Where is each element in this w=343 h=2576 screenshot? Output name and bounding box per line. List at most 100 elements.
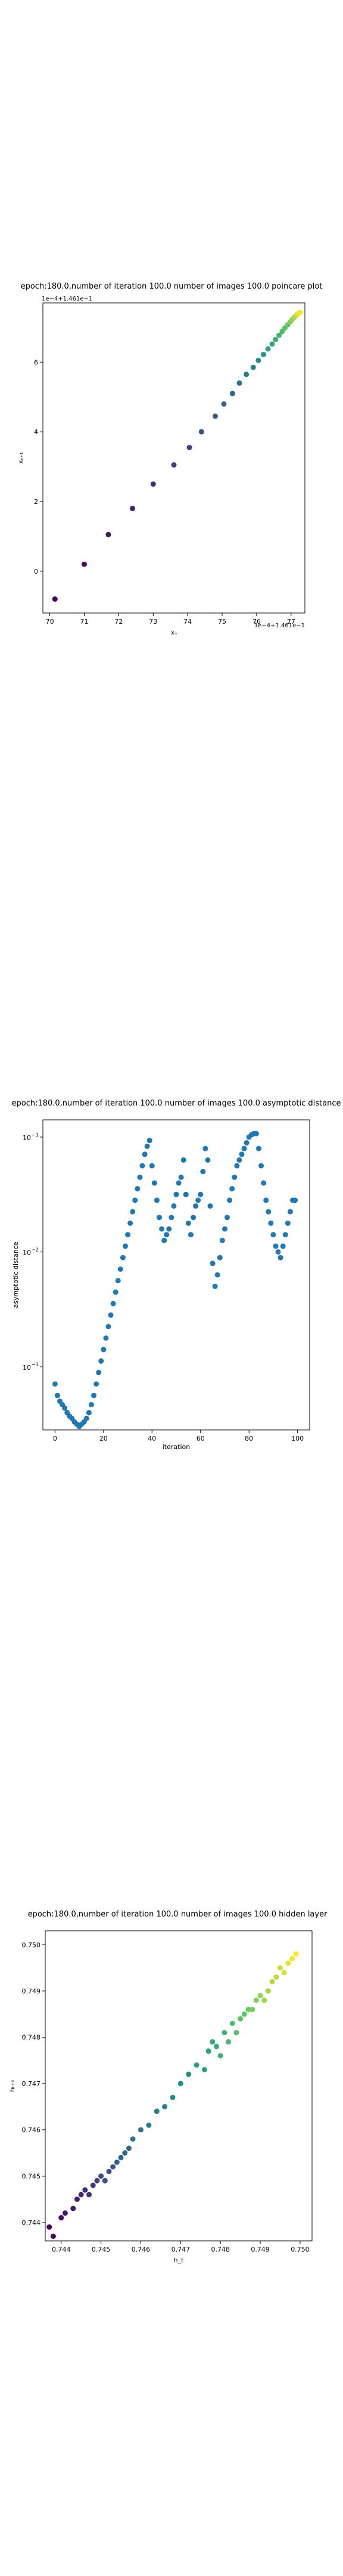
data-point	[200, 1169, 206, 1175]
data-point	[210, 2039, 216, 2045]
data-point	[86, 2191, 92, 2197]
data-point	[115, 1278, 121, 1284]
data-point	[103, 1335, 109, 1341]
data-point	[88, 1402, 94, 1408]
data-point	[269, 341, 275, 347]
data-point	[62, 1405, 68, 1411]
y-tick-label: 0.750	[22, 1941, 41, 1949]
data-point	[83, 1416, 89, 1422]
data-point	[154, 1197, 160, 1203]
data-point	[236, 1157, 242, 1163]
y-axis-ticks: 10−310−210−1	[23, 1132, 43, 1371]
data-point	[234, 1163, 240, 1169]
data-point	[176, 1180, 182, 1186]
data-point	[229, 1186, 235, 1192]
data-point	[205, 2048, 211, 2054]
y-tick-exponent: −3	[32, 1362, 39, 1367]
data-point	[281, 1970, 287, 1976]
data-point	[257, 1993, 263, 1999]
data-point	[212, 1283, 218, 1289]
data-point	[170, 2094, 176, 2100]
data-point	[110, 2164, 116, 2170]
data-point	[229, 2020, 235, 2026]
x-axis-ticks: 0.744 0.745 0.746 0.747 0.748 0.749 0.750	[52, 2241, 310, 2253]
data-point	[280, 1243, 286, 1249]
data-point	[263, 1197, 269, 1203]
data-point	[130, 1209, 136, 1215]
data-point	[261, 351, 267, 357]
y-axis-label: xₙ₊₁	[18, 452, 24, 463]
data-point	[169, 1215, 174, 1221]
data-point	[52, 1381, 58, 1387]
x-tick-label: 74	[183, 618, 192, 626]
data-point	[162, 2104, 168, 2110]
y-tick-label: 0.747	[22, 2080, 41, 2088]
data-point	[229, 391, 235, 397]
asymptotic-distance-plot: epoch:180.0,number of iteration 100.0 nu…	[11, 1099, 341, 1451]
x-tick-label: 75	[218, 618, 226, 626]
data-point	[253, 1131, 259, 1137]
data-point	[233, 2030, 239, 2036]
y-tick-label: 0.745	[22, 2172, 41, 2180]
x-axis-label: iteration	[163, 1443, 190, 1451]
data-point	[114, 2159, 120, 2165]
data-point	[239, 1151, 245, 1157]
hidden-layer-figure: epoch:180.0,number of iteration 100.0 nu…	[0, 1907, 343, 2277]
data-point	[113, 1289, 119, 1295]
data-point	[222, 2030, 227, 2036]
data-point	[159, 1226, 165, 1232]
data-point	[282, 1232, 288, 1238]
x-tick-label: 0.745	[92, 2246, 111, 2253]
data-point	[177, 2080, 183, 2086]
data-point	[146, 2122, 152, 2128]
x-tick-label: 70	[46, 618, 54, 626]
data-point	[139, 1163, 145, 1169]
plot-area	[42, 302, 305, 614]
data-point	[70, 2206, 76, 2212]
x-tick-label: 0.746	[132, 2246, 151, 2253]
data-point	[277, 1965, 283, 1971]
data-point	[265, 346, 271, 352]
data-point	[250, 364, 256, 370]
data-point	[46, 2224, 52, 2230]
data-point	[105, 532, 111, 538]
data-point	[106, 2169, 112, 2175]
data-point	[207, 1203, 213, 1209]
data-point	[164, 1232, 170, 1238]
data-point	[98, 2173, 104, 2179]
data-point	[122, 1243, 128, 1249]
y-axis-label: hₜ₊₁	[8, 2080, 16, 2092]
y-tick-label: 0.744	[22, 2219, 41, 2227]
data-point	[86, 1410, 92, 1416]
data-point	[268, 1220, 274, 1226]
data-point	[258, 1163, 264, 1169]
data-point	[198, 429, 204, 435]
poincare-figure: epoch:180.0,number of iteration 100.0 nu…	[0, 279, 343, 661]
data-point	[275, 1249, 281, 1255]
y-tick-label: 6	[34, 358, 38, 366]
data-point	[195, 1197, 201, 1203]
data-point	[261, 1180, 267, 1186]
x-axis-label: h_t	[174, 2256, 184, 2264]
data-point	[198, 1191, 204, 1197]
plot-area	[45, 1930, 313, 2241]
data-point	[277, 1255, 283, 1261]
y-tick-exponent: −1	[32, 1132, 39, 1138]
data-point	[149, 1163, 155, 1169]
data-point	[289, 1956, 295, 1962]
data-point	[120, 1255, 126, 1261]
y-axis-label: asymptotic distance	[12, 1241, 20, 1308]
data-point	[101, 1346, 107, 1352]
asymptotic-distance-figure: epoch:180.0,number of iteration 100.0 nu…	[0, 1096, 343, 1466]
data-point	[135, 1186, 141, 1192]
y-tick-label: 0.748	[22, 2034, 41, 2042]
data-point	[202, 1145, 208, 1151]
data-point	[93, 1381, 99, 1387]
data-point	[193, 1203, 199, 1209]
data-point	[273, 1974, 279, 1980]
data-point	[82, 2187, 88, 2193]
data-point	[214, 1272, 220, 1278]
data-point	[241, 2011, 247, 2017]
data-point	[171, 1203, 177, 1209]
data-point	[156, 1215, 162, 1221]
